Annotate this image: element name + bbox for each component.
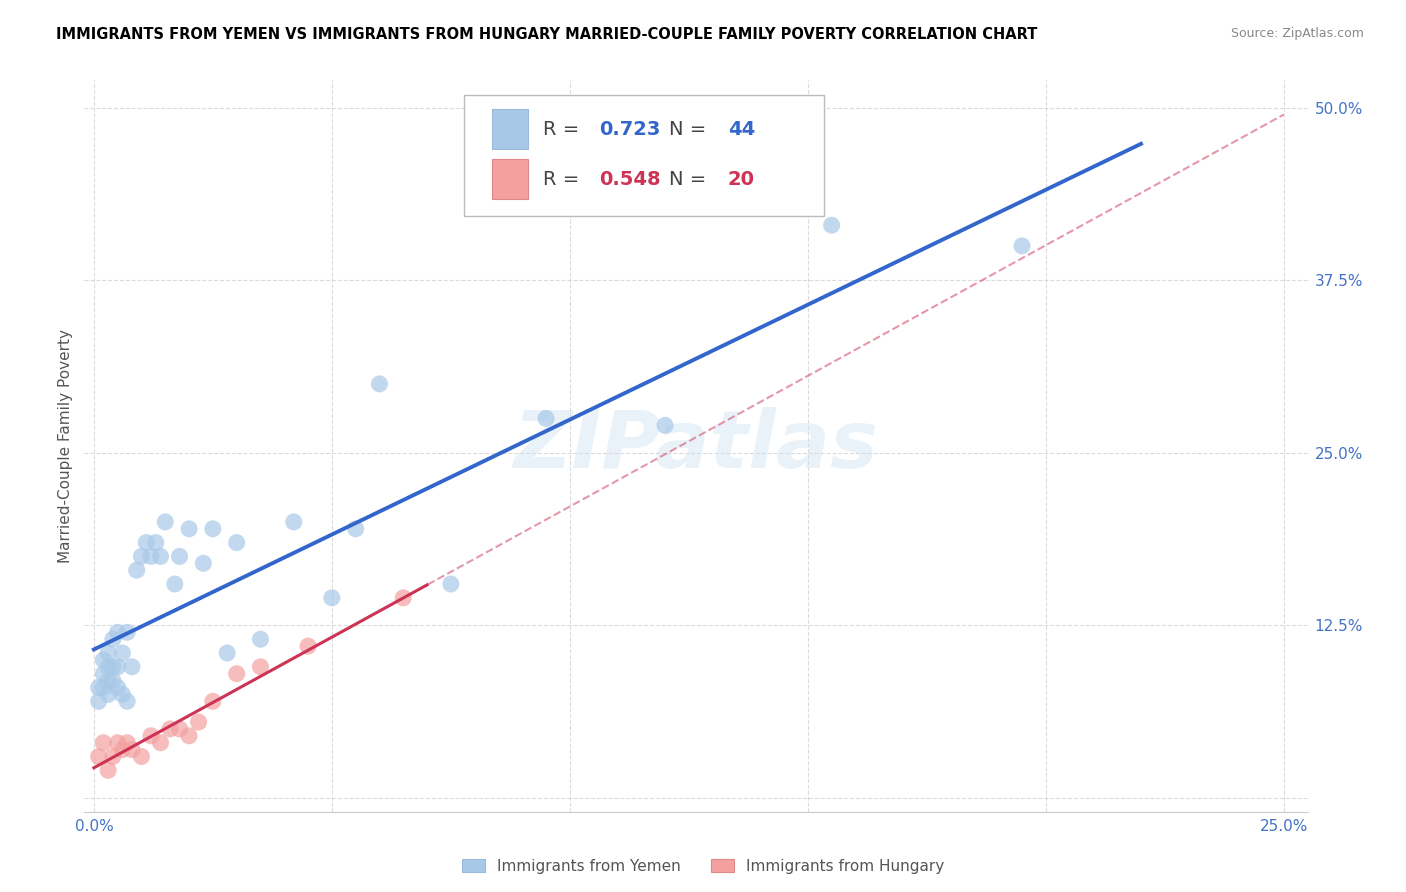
Point bbox=[115, 625, 138, 640]
Point bbox=[1011, 239, 1033, 253]
Point bbox=[283, 515, 305, 529]
Point bbox=[249, 660, 271, 674]
Point bbox=[368, 376, 391, 391]
Point bbox=[249, 632, 271, 647]
Point bbox=[115, 694, 138, 708]
Point bbox=[97, 764, 120, 778]
Point bbox=[87, 681, 110, 695]
Point bbox=[149, 736, 172, 750]
Point bbox=[225, 666, 247, 681]
Point bbox=[125, 563, 148, 577]
Point bbox=[131, 549, 153, 564]
Point bbox=[321, 591, 343, 605]
Point bbox=[107, 736, 129, 750]
Point bbox=[177, 729, 200, 743]
Text: Source: ZipAtlas.com: Source: ZipAtlas.com bbox=[1230, 27, 1364, 40]
Text: R =: R = bbox=[543, 120, 585, 139]
Point bbox=[163, 577, 186, 591]
Text: IMMIGRANTS FROM YEMEN VS IMMIGRANTS FROM HUNGARY MARRIED-COUPLE FAMILY POVERTY C: IMMIGRANTS FROM YEMEN VS IMMIGRANTS FROM… bbox=[56, 27, 1038, 42]
Text: 44: 44 bbox=[728, 120, 755, 139]
Point bbox=[121, 742, 143, 756]
Point bbox=[149, 549, 172, 564]
Point bbox=[217, 646, 239, 660]
Point bbox=[201, 522, 224, 536]
Point bbox=[93, 653, 115, 667]
Text: N =: N = bbox=[669, 169, 713, 188]
Point bbox=[193, 557, 215, 571]
Point bbox=[297, 639, 319, 653]
Point bbox=[135, 535, 157, 549]
Text: N =: N = bbox=[669, 120, 713, 139]
Point bbox=[93, 666, 115, 681]
Point bbox=[169, 549, 191, 564]
Point bbox=[201, 694, 224, 708]
Point bbox=[139, 729, 162, 743]
Point bbox=[169, 722, 191, 736]
Point bbox=[97, 660, 120, 674]
Point bbox=[392, 591, 415, 605]
Point bbox=[440, 577, 463, 591]
Point bbox=[139, 549, 162, 564]
Point bbox=[97, 646, 120, 660]
Point bbox=[101, 660, 124, 674]
Point bbox=[534, 411, 557, 425]
Y-axis label: Married-Couple Family Poverty: Married-Couple Family Poverty bbox=[58, 329, 73, 563]
Point bbox=[93, 681, 115, 695]
Point bbox=[115, 736, 138, 750]
Point bbox=[111, 687, 134, 701]
Point bbox=[93, 736, 115, 750]
Point bbox=[159, 722, 181, 736]
Point bbox=[87, 749, 110, 764]
Text: 0.723: 0.723 bbox=[599, 120, 661, 139]
Text: 20: 20 bbox=[728, 169, 755, 188]
Point bbox=[111, 742, 134, 756]
Point bbox=[820, 218, 842, 232]
Point bbox=[187, 714, 209, 729]
Point bbox=[111, 646, 134, 660]
Point bbox=[225, 535, 247, 549]
Point bbox=[344, 522, 367, 536]
Point bbox=[107, 625, 129, 640]
Point bbox=[131, 749, 153, 764]
Point bbox=[101, 632, 124, 647]
Point bbox=[101, 673, 124, 688]
Point bbox=[121, 660, 143, 674]
Legend: Immigrants from Yemen, Immigrants from Hungary: Immigrants from Yemen, Immigrants from H… bbox=[456, 853, 950, 880]
FancyBboxPatch shape bbox=[464, 95, 824, 216]
Point bbox=[101, 749, 124, 764]
Point bbox=[87, 694, 110, 708]
Point bbox=[97, 687, 120, 701]
FancyBboxPatch shape bbox=[492, 159, 529, 199]
Point bbox=[107, 660, 129, 674]
Point bbox=[107, 681, 129, 695]
Point bbox=[145, 535, 167, 549]
Text: 0.548: 0.548 bbox=[599, 169, 661, 188]
Point bbox=[654, 418, 676, 433]
Point bbox=[97, 673, 120, 688]
Text: ZIPatlas: ZIPatlas bbox=[513, 407, 879, 485]
Point bbox=[177, 522, 200, 536]
Point bbox=[155, 515, 177, 529]
Text: R =: R = bbox=[543, 169, 585, 188]
FancyBboxPatch shape bbox=[492, 109, 529, 149]
